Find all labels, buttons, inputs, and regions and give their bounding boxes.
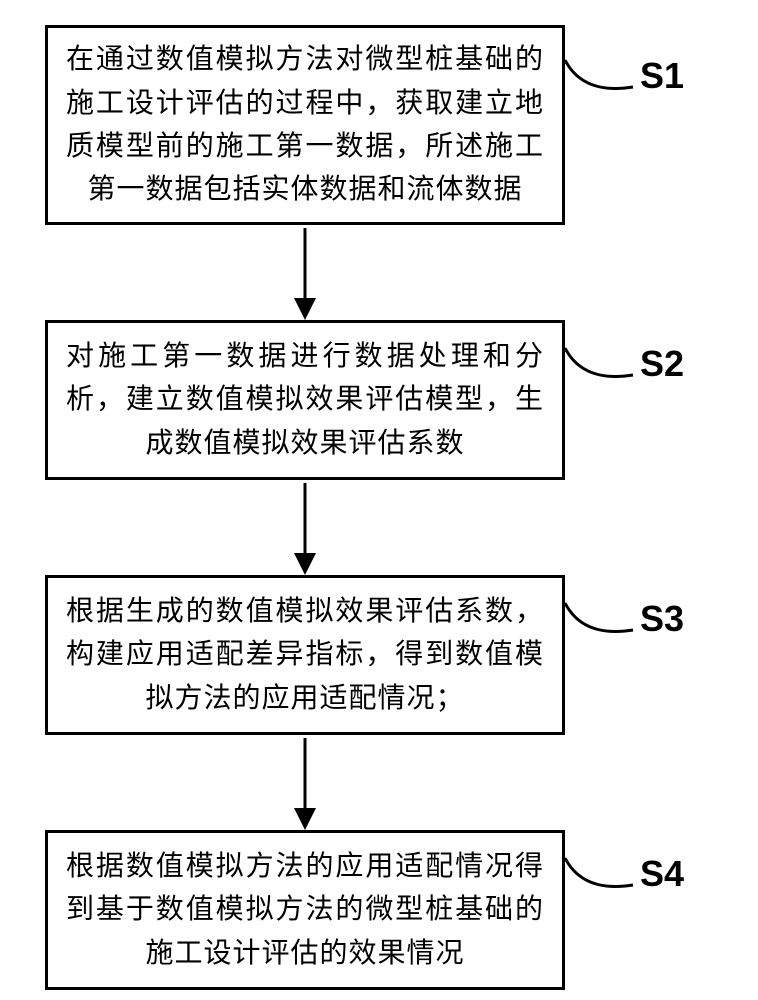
flowchart-label-connector-s2 bbox=[563, 343, 638, 388]
flowchart-step-text: 在通过数值模拟方法对微型桩基础的施工设计评估的过程中，获取建立地质模型前的施工第… bbox=[66, 38, 544, 212]
flowchart-label-connector-s3 bbox=[563, 598, 638, 643]
flowchart-step-box-s2: 对施工第一数据进行数据处理和分析，建立数值模拟效果评估模型，生成数值模拟效果评估… bbox=[45, 320, 565, 480]
flowchart-arrow-s3-s4 bbox=[293, 738, 317, 830]
flowchart-label-connector-s1 bbox=[563, 55, 638, 100]
flowchart-step-box-s1: 在通过数值模拟方法对微型桩基础的施工设计评估的过程中，获取建立地质模型前的施工第… bbox=[45, 25, 565, 225]
flowchart-step-box-s4: 根据数值模拟方法的应用适配情况得到基于数值模拟方法的微型桩基础的施工设计评估的效… bbox=[45, 830, 565, 990]
flowchart-step-label-s1: S1 bbox=[640, 55, 684, 97]
flowchart-arrow-s1-s2 bbox=[293, 228, 317, 320]
flowchart-step-text: 根据数值模拟方法的应用适配情况得到基于数值模拟方法的微型桩基础的施工设计评估的效… bbox=[66, 845, 544, 975]
flowchart-step-label-s4: S4 bbox=[640, 853, 684, 895]
flowchart-step-box-s3: 根据生成的数值模拟效果评估系数，构建应用适配差异指标，得到数值模拟方法的应用适配… bbox=[45, 575, 565, 735]
flowchart-label-connector-s4 bbox=[563, 853, 638, 898]
flowchart-step-text: 对施工第一数据进行数据处理和分析，建立数值模拟效果评估模型，生成数值模拟效果评估… bbox=[66, 335, 544, 465]
flowchart-arrow-s2-s3 bbox=[293, 483, 317, 575]
flowchart-step-text: 根据生成的数值模拟效果评估系数，构建应用适配差异指标，得到数值模拟方法的应用适配… bbox=[66, 590, 544, 720]
flowchart-step-label-s2: S2 bbox=[640, 343, 684, 385]
flowchart-step-label-s3: S3 bbox=[640, 598, 684, 640]
